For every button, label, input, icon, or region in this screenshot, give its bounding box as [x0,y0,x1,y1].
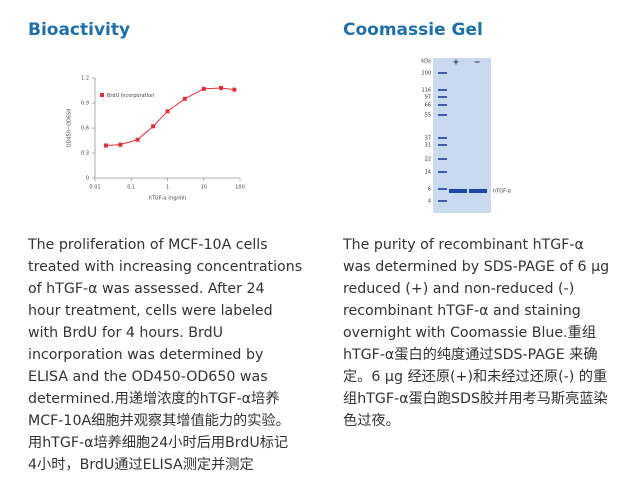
data-point [201,86,206,91]
protein-band [449,189,467,193]
x-tick-label: 100 [235,185,245,191]
text-line: The purity of recombinant hTGF-α [343,237,584,253]
text-line: of hTGF-α was assessed. After 24 [28,281,265,297]
x-tick-label: 1 [166,185,169,191]
y-axis-label: OD450−OD650 [67,109,73,148]
marker-band [438,72,447,74]
text-line: 定。6 µg 经还原(+)和未经过还原(-) 的重 [343,369,608,385]
description: The proliferation of MCF-10A cells treate… [28,234,302,476]
marker-label: 14 [425,170,431,176]
gel-unit: kDa [421,59,431,65]
data-point [219,86,224,90]
data-point [165,109,170,114]
legend-label: BrdU Incorporation [107,93,154,99]
marker-label: 37 [425,136,431,142]
data-point [232,87,237,92]
marker-band [438,137,447,139]
y-tick-label: 0.3 [81,151,89,157]
y-tick-label: 1.2 [81,76,89,82]
lane-label: − [474,58,481,67]
marker-label: 200 [421,71,431,77]
data-point [103,143,108,148]
text-line: 4小时，BrdU通过ELISA测定并测定 [28,457,254,473]
x-axis-label: hTGF-α (ng/ml) [149,196,187,202]
description: The purity of recombinant hTGF-α was dete… [343,234,609,432]
text-line: hour treatment, cells were labeled [28,303,273,319]
marker-label: 97 [425,95,431,101]
marker-label: 4 [428,199,431,205]
bioactivity-chart: 0 0.3 0.6 0.9 1.2 0.01 0.1 1 10 100 hTGF-α (ng/ml)… [67,76,245,202]
text-line: hTGF-α蛋白的纯度通过SDS-PAGE 来确 [343,347,598,363]
text-line: was determined by SDS-PAGE of 6 µg [343,259,610,275]
heading: Bioactivity [28,20,131,40]
heading: Coomassie Gel [343,20,483,40]
marker-band [438,144,447,146]
marker-band [438,114,447,116]
marker-band [438,158,447,160]
text-line: determined.用递增浓度的hTGF-α培养 [28,391,280,407]
marker-band [438,96,447,98]
y-tick-label: 0.6 [81,126,89,132]
x-tick-label: 10 [201,185,207,191]
text-line: with BrdU for 4 hours. BrdU [28,325,223,341]
band-label: hTGF-α [493,189,512,195]
text-line: treated with increasing concentrations [28,259,303,275]
marker-label: 31 [425,143,431,149]
text-line: MCF-10A细胞并观察其增值能力的实验。 [28,413,290,429]
data-point [135,137,140,142]
text-line: reduced (+) and non-reduced (-) [343,281,575,297]
text-line: 色过夜。 [343,413,400,429]
data-point [182,96,187,101]
text-line: The proliferation of MCF-10A cells [28,237,268,253]
marker-label: 66 [425,103,431,109]
marker-label: 55 [425,113,431,119]
x-tick-label: 0.01 [89,185,100,191]
data-point [151,124,156,129]
legend-swatch [100,93,104,97]
marker-band [438,171,447,173]
marker-band [438,104,447,106]
marker-label: 116 [421,88,431,94]
y-tick-label: 0 [86,176,89,182]
text-line: 用hTGF-α培养细胞24小时后用BrdU标记 [28,435,289,451]
text-line: ELISA and the OD450-OD650 was [28,369,268,385]
gel-background [433,58,491,213]
marker-label: 22 [425,157,431,163]
lane-label: + [453,58,460,67]
text-line: recombinant hTGF-α and staining [343,303,581,319]
marker-band [438,200,447,202]
data-point [118,142,123,147]
text-line: overnight with Coomassie Blue.重组 [343,325,597,341]
marker-label: 6 [428,187,431,193]
text-line: 组hTGF-α蛋白跑SDS胶并用考马斯亮蓝染 [343,391,608,407]
marker-band [438,89,447,91]
text-line: incorporation was determined by [28,347,264,363]
y-tick-label: 0.9 [81,101,89,107]
marker-band [438,188,447,190]
protein-band [469,189,487,193]
x-tick-label: 0.1 [127,185,135,191]
